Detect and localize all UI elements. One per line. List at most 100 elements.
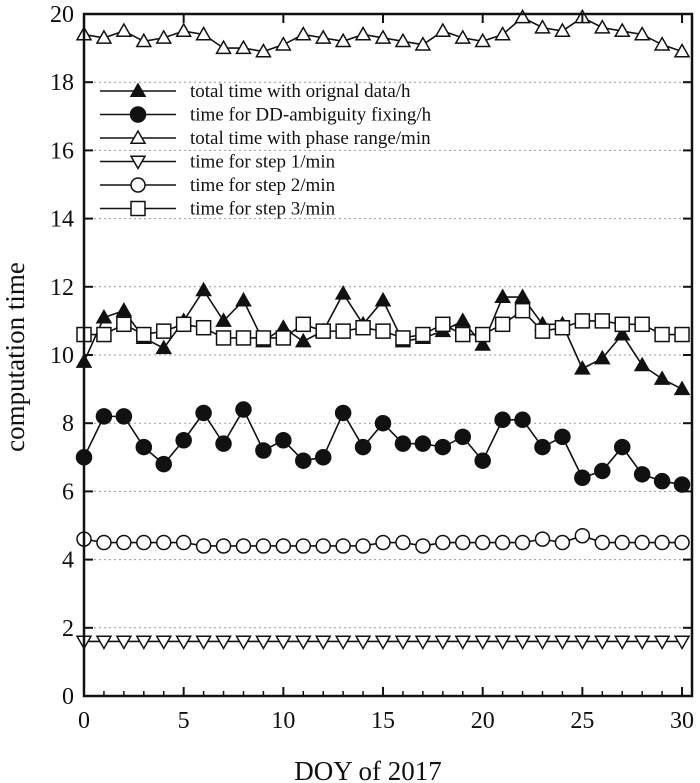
data-point [116,534,132,551]
data-point [454,635,472,650]
data-point [674,534,690,551]
data-point [613,326,631,341]
data-point [375,534,391,551]
data-point [175,534,192,551]
data-point [534,438,551,456]
data-point [574,635,591,650]
data-point [129,82,147,97]
data-point [395,330,411,346]
data-point [514,288,531,304]
data-point [435,534,451,551]
data-point [235,538,252,554]
data-point [554,635,571,650]
data-point [275,635,292,650]
data-point [155,323,172,339]
y-tick-label: 2 [62,616,74,642]
y-tick-label: 4 [62,548,74,574]
data-point [215,435,232,452]
data-point [414,635,432,650]
axis-ticks: 0 2 4 6 8 10 12 14 16 18 20 0 5 10 15 20 25 30 [50,2,694,734]
data-point [673,380,691,396]
data-point [195,25,212,41]
data-point [314,635,332,650]
data-point [614,316,630,333]
data-point [634,316,650,333]
y-tick-label: 18 [50,70,74,96]
legend-item: time for step 2/min [100,175,336,196]
data-point [514,635,531,650]
data-point [155,29,173,44]
data-point [215,538,232,554]
data-point [574,313,591,329]
x-tick-label: 10 [271,708,295,734]
y-tick-label: 0 [62,684,74,710]
data-point [375,323,391,339]
data-point [574,469,591,487]
legend-item: total time with orignal data/h [100,81,411,102]
data-point [275,36,292,51]
data-point [255,42,272,58]
data-point [215,39,232,55]
data-point [235,401,252,418]
data-point [554,428,571,446]
data-point [195,281,212,297]
data-point [574,527,591,544]
y-tick-label: 20 [50,2,74,28]
data-point [494,635,511,650]
data-point [634,534,650,551]
y-tick-label: 6 [62,479,74,505]
data-point [175,316,192,333]
data-point [130,200,146,217]
legend-label: time for step 3/min [190,199,336,220]
data-point [374,414,392,432]
data-point [633,635,651,650]
series-6 [76,302,690,346]
data-point [435,316,451,333]
data-point [454,29,472,44]
data-point [314,29,332,44]
data-point [594,462,611,480]
data-point [155,534,172,551]
data-point [574,360,591,375]
data-point [215,330,232,346]
data-point [474,534,491,551]
data-point [613,635,631,650]
data-point [653,472,671,490]
data-point [654,326,670,343]
data-point [434,22,452,38]
data-point [454,312,472,327]
grid-lines [84,81,692,629]
data-point [135,438,153,456]
data-point [294,332,312,348]
y-tick-label: 10 [50,343,74,369]
data-point [594,635,611,650]
data-point [175,432,192,449]
data-point [95,408,113,425]
data-point [434,635,452,650]
data-point [255,442,272,459]
data-point [494,316,511,333]
data-point [136,326,152,343]
y-tick-label: 14 [50,207,74,233]
data-point [613,22,631,38]
data-point [434,438,452,456]
series-4 [75,635,691,650]
x-tick-label: 20 [471,708,495,734]
data-point [474,336,491,351]
data-point [474,326,491,343]
data-point [654,534,670,551]
data-point [474,452,491,469]
data-point [129,129,147,144]
x-tick-label: 15 [371,708,395,734]
data-point [195,635,212,650]
data-point [235,39,252,55]
data-point [374,291,392,307]
data-point [334,285,352,300]
data-point [294,25,312,41]
y-tick-label: 12 [50,275,74,301]
data-point [96,326,112,343]
y-axis-title: computation time [0,262,30,452]
legend-item: time for step 3/min [100,199,336,220]
data-point [195,538,212,554]
data-point [355,319,371,336]
